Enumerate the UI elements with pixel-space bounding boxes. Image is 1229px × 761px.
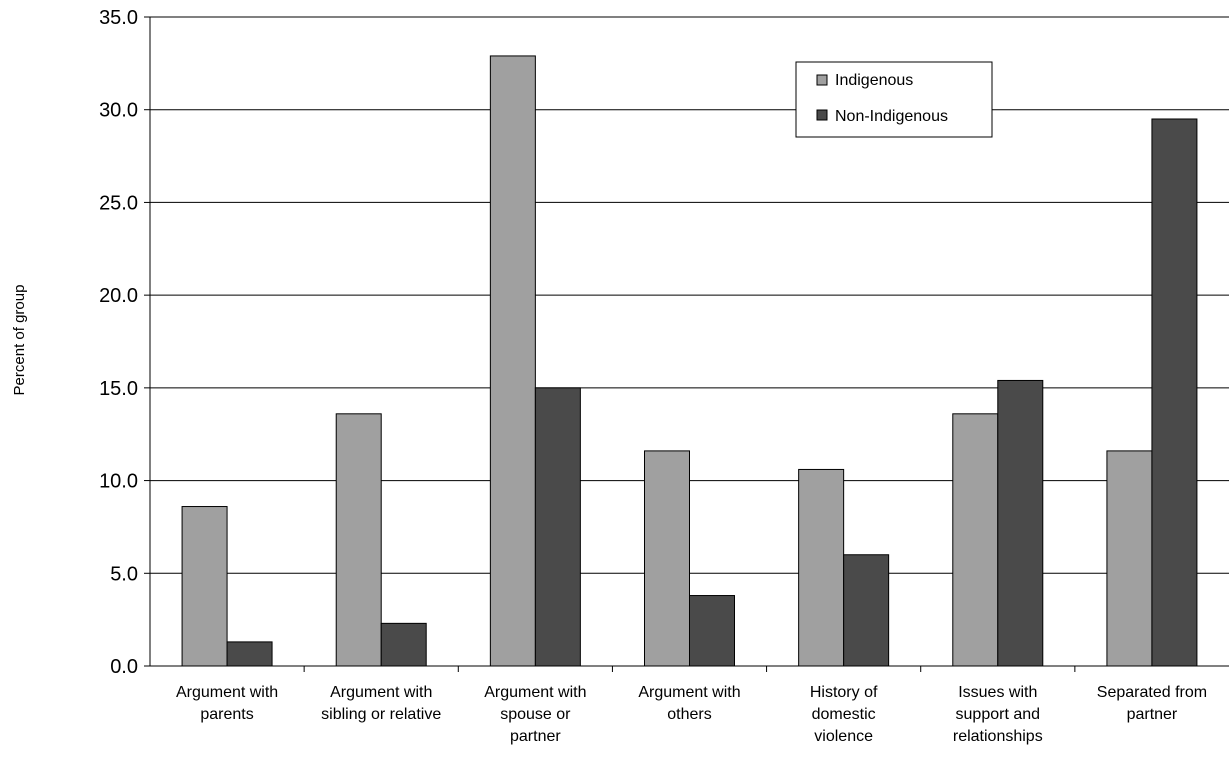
bar-non-indigenous <box>1151 118 1198 667</box>
bar-indigenous <box>335 413 382 667</box>
gridlines <box>150 16 1229 574</box>
bar-indigenous <box>952 413 999 667</box>
bar-indigenous <box>181 506 228 667</box>
y-tick-label: 30.0 <box>99 100 138 122</box>
y-tick-labels: 0.0 5.0 10.0 15.0 20.0 25.0 30.0 35.0 <box>99 7 138 678</box>
bar-indigenous <box>489 55 536 667</box>
y-tick-label: 10.0 <box>99 471 138 493</box>
bar-indigenous <box>644 450 690 667</box>
bar-non-indigenous <box>997 379 1044 667</box>
legend: Indigenous Non-Indigenous <box>795 61 993 138</box>
x-category-label: Argument with spouse or partner <box>484 684 586 745</box>
y-tick-label: 25.0 <box>99 192 138 214</box>
x-category-label: Separated from partner <box>1097 684 1207 723</box>
legend-label-indigenous: Indigenous <box>835 72 913 89</box>
legend-box <box>795 61 993 138</box>
axes <box>144 16 1229 672</box>
y-tick-label: 0.0 <box>110 656 138 678</box>
bar-non-indigenous <box>380 622 427 667</box>
bar-non-indigenous <box>226 641 273 667</box>
y-tick-label: 20.0 <box>99 285 138 307</box>
x-category-label: History of domestic violence <box>810 684 878 745</box>
legend-swatch-non-indigenous <box>816 109 828 121</box>
x-category-label: Argument with others <box>638 684 740 723</box>
y-tick-label: 5.0 <box>110 563 138 585</box>
x-category-label: Argument with sibling or relative <box>321 684 441 723</box>
bar-indigenous <box>798 468 845 667</box>
y-tick-label: 35.0 <box>99 7 138 29</box>
legend-swatch-indigenous <box>816 74 828 86</box>
x-category-label: Argument with parents <box>176 684 278 723</box>
x-category-labels: Argument with parents Argument with sibling… <box>176 684 1207 745</box>
y-axis-label: Percent of group <box>11 285 28 396</box>
y-tick-label: 15.0 <box>99 378 138 400</box>
bar-non-indigenous <box>689 595 735 667</box>
x-category-label: Issues with support and relationships <box>953 684 1043 745</box>
bars <box>181 55 1198 667</box>
legend-label-non-indigenous: Non-Indigenous <box>835 108 948 125</box>
bar-non-indigenous <box>534 387 581 667</box>
bar-non-indigenous <box>843 554 890 667</box>
bar-indigenous <box>1106 450 1153 667</box>
